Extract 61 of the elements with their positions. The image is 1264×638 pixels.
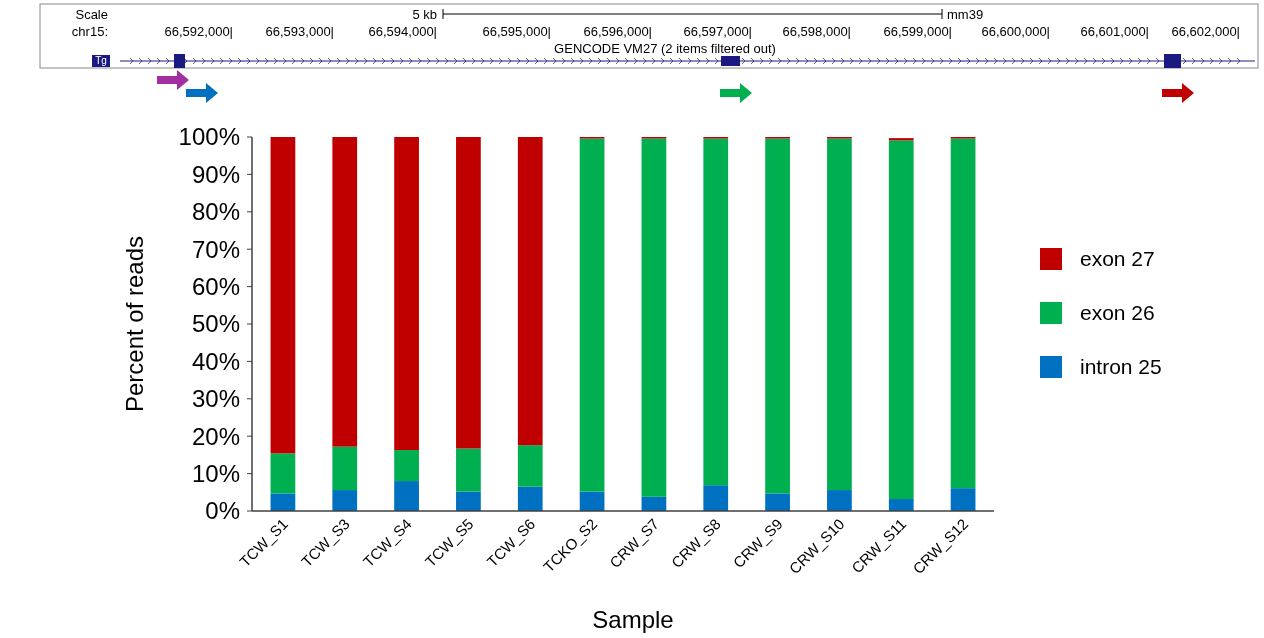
text: GENCODE VM27 (2 items filtered out) (554, 41, 776, 56)
x-axis-title: Sample (592, 606, 674, 633)
text: 66,600,000| (981, 24, 1050, 39)
y-tick-label: 30% (191, 385, 240, 413)
text: Scale (75, 7, 108, 22)
bar (394, 137, 419, 451)
y-tick-label: 80% (191, 198, 240, 226)
bar (456, 491, 481, 511)
legend-label: exon 27 (1080, 247, 1155, 271)
bar (765, 493, 790, 511)
bar (394, 481, 419, 511)
bar (517, 137, 543, 446)
bar (888, 499, 914, 511)
bar (270, 137, 296, 454)
bar (456, 448, 481, 492)
bar (270, 493, 296, 511)
bar (765, 138, 790, 494)
bar (827, 138, 852, 491)
text: mm39 (947, 7, 984, 22)
bar (950, 488, 976, 511)
text: 66,599,000| (883, 24, 952, 39)
bar (703, 138, 729, 486)
legend-label: intron 25 (1080, 355, 1162, 379)
text: 66,598,000| (782, 24, 851, 39)
y-tick-label: 100% (178, 123, 240, 151)
y-tick-label: 70% (191, 235, 240, 263)
legend-label: exon 26 (1080, 301, 1155, 325)
text: 66,601,000| (1080, 24, 1149, 39)
y-tick-label: 0% (205, 497, 240, 525)
bar (517, 445, 543, 487)
text: 5 kb (412, 7, 437, 22)
bar (579, 138, 605, 492)
bar (579, 491, 605, 511)
y-tick-label: 50% (191, 310, 240, 338)
y-axis-title: Percent of reads (121, 235, 148, 413)
y-tick-label: 40% (191, 347, 240, 375)
text: 66,602,000| (1171, 24, 1240, 39)
bar (517, 486, 543, 511)
bar (332, 137, 358, 447)
text: 66,592,000| (164, 24, 233, 39)
bar (332, 490, 358, 511)
y-tick-label: 90% (191, 160, 240, 188)
text: 66,596,000| (583, 24, 652, 39)
y-tick-label: 20% (191, 422, 240, 450)
bar (394, 450, 419, 482)
bar (888, 140, 914, 500)
text: 66,593,000| (265, 24, 334, 39)
y-tick-label: 10% (191, 460, 240, 487)
bar (827, 490, 852, 511)
y-tick-label: 60% (191, 273, 240, 300)
bar (641, 138, 667, 497)
bar (456, 137, 481, 449)
bar (703, 485, 729, 511)
text: 66,597,000| (683, 24, 752, 39)
text: Tg (95, 55, 107, 66)
bar (270, 453, 296, 494)
text: chr15: (71, 24, 108, 39)
text: 66,594,000| (368, 24, 437, 39)
bar (332, 446, 358, 491)
text: 66,595,000| (482, 24, 551, 39)
bar (950, 138, 976, 489)
